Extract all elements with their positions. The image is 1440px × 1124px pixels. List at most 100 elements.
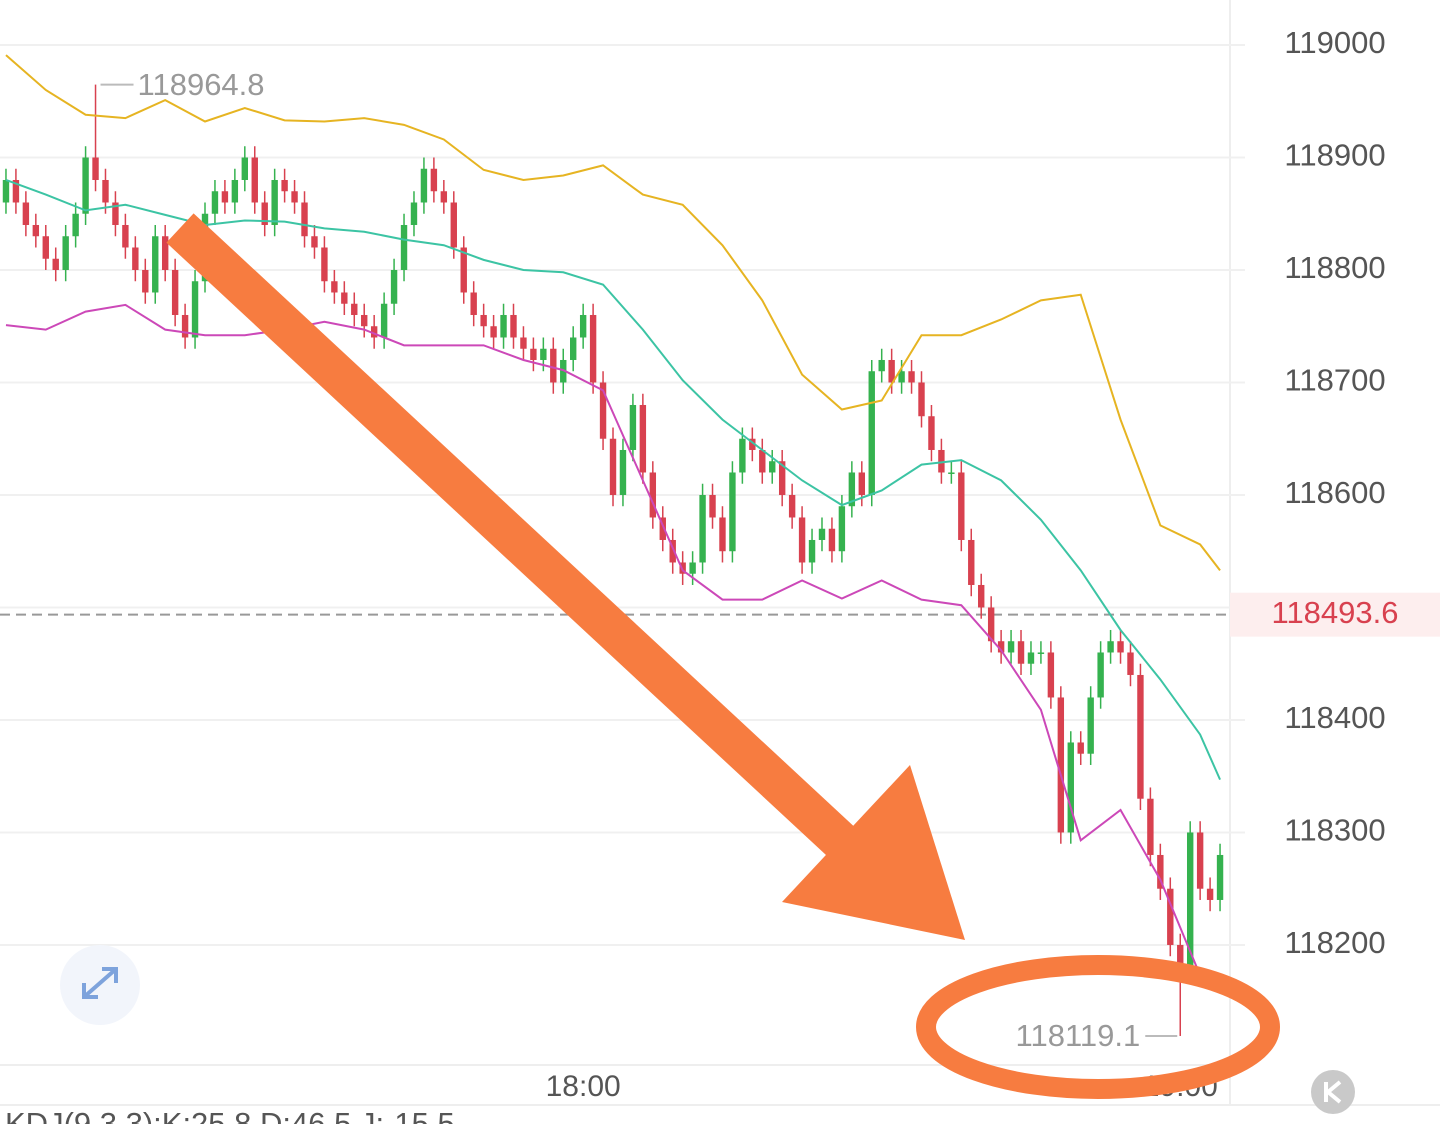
candle-body <box>639 404 647 473</box>
candle-body <box>370 326 378 338</box>
y-tick-label: 118900 <box>1284 138 1385 173</box>
candle-body <box>12 179 20 203</box>
candle-body <box>649 472 657 518</box>
candle-body <box>42 236 49 259</box>
band-line <box>5 303 1221 987</box>
candle-body <box>848 472 856 507</box>
y-tick-label: 118200 <box>1284 925 1385 960</box>
candle-body <box>221 191 229 203</box>
candle-body <box>410 202 418 225</box>
candle-body <box>420 168 428 203</box>
candle-body <box>928 416 935 450</box>
candle-body <box>211 191 219 214</box>
candle-body <box>978 584 985 608</box>
y-tick-label: 118400 <box>1284 700 1385 735</box>
candle-body <box>430 168 438 192</box>
candle-body <box>122 224 129 248</box>
candle-body <box>1196 832 1204 889</box>
candle-body <box>1027 652 1035 664</box>
candle-body <box>788 494 796 518</box>
candle-body <box>1186 832 1194 968</box>
last-price-box <box>1230 592 1440 637</box>
candle-body <box>669 539 676 563</box>
expand-icon <box>82 967 118 999</box>
candle-body <box>2 179 10 203</box>
candle-body <box>490 326 497 338</box>
candle-body <box>460 247 467 293</box>
candle-body <box>818 528 826 540</box>
y-tick-label: 118700 <box>1284 363 1385 398</box>
candle-body <box>1206 888 1214 900</box>
candle-body <box>550 348 557 383</box>
annotation-arrowhead <box>782 765 965 940</box>
overlay <box>60 213 1355 1114</box>
candle-body <box>878 359 885 372</box>
candle-body <box>390 269 398 304</box>
candle-body <box>1017 641 1025 664</box>
candle-body <box>152 236 159 293</box>
candle-body <box>808 539 816 563</box>
candle-body <box>1216 854 1224 900</box>
candle-body <box>82 157 89 214</box>
candle-body <box>579 314 587 338</box>
candle-body <box>719 517 726 552</box>
candle-body <box>609 438 617 495</box>
low-label: 118119.1 <box>1016 1018 1141 1053</box>
candle-body <box>948 472 955 474</box>
candle-body <box>1007 641 1015 653</box>
candle-body <box>1177 944 1184 968</box>
candle-body <box>161 236 169 270</box>
candle-body <box>500 314 507 338</box>
candle-body <box>987 607 995 642</box>
candle-body <box>560 359 567 383</box>
candle-body <box>52 258 59 270</box>
candle-body <box>918 382 925 417</box>
plot: 1182001183001184001185001186001187001188… <box>0 25 1440 1124</box>
annotation-ellipse <box>916 955 1280 1099</box>
candle-body <box>241 157 249 180</box>
candle-body <box>480 314 487 327</box>
candle-body <box>1157 854 1164 889</box>
candle-body <box>1057 697 1065 833</box>
candle-body <box>968 539 975 585</box>
candle-body <box>92 157 99 180</box>
candle-body <box>102 179 109 203</box>
candle-body <box>689 562 696 574</box>
candle-body <box>699 494 706 563</box>
candle-body <box>1147 798 1154 855</box>
candle-body <box>759 449 766 473</box>
candle-body <box>729 472 736 552</box>
candle-body <box>271 179 278 225</box>
y-tick-label: 118600 <box>1284 475 1385 510</box>
y-tick-label: 118300 <box>1284 813 1385 848</box>
candle-body <box>321 247 328 282</box>
candle-body <box>1087 697 1094 754</box>
candle-body <box>72 213 79 237</box>
band-line <box>5 179 1221 781</box>
candle-body <box>1107 641 1114 653</box>
candle-body <box>739 438 746 473</box>
candle-body <box>709 494 716 518</box>
last-price-label: 118493.6 <box>1272 595 1399 630</box>
candle-body <box>769 461 776 473</box>
collapse-button[interactable] <box>1311 1070 1355 1114</box>
candle-body <box>1077 742 1084 754</box>
candle-body <box>261 202 268 225</box>
candle-body <box>142 269 149 293</box>
high-label: 118964.8 <box>138 67 265 102</box>
candle-body <box>838 506 846 552</box>
candle-body <box>341 292 348 304</box>
candle-body <box>958 472 965 540</box>
candle-body <box>1097 652 1104 698</box>
candle-body <box>530 348 537 360</box>
candle-body <box>1047 652 1055 698</box>
candle-body <box>599 382 607 439</box>
candle-body <box>181 314 189 338</box>
candle-body <box>331 281 338 293</box>
candle-body <box>1137 674 1144 799</box>
candle-body <box>361 314 368 327</box>
candle-body <box>629 404 637 450</box>
indicator-label: KDJ(9,3,3):K:25.8 D:46.5 J:-15.5 <box>5 1106 455 1124</box>
candle-body <box>191 281 199 338</box>
